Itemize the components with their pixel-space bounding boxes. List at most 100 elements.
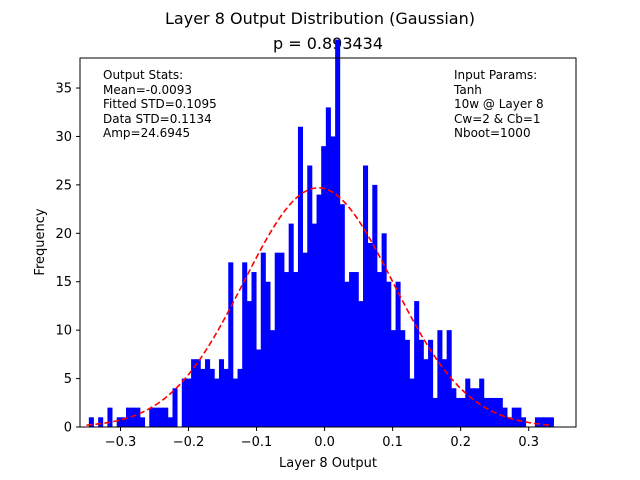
- histogram-bar: [386, 281, 392, 427]
- plot-frame: [79, 57, 577, 428]
- histogram-bar: [330, 136, 336, 427]
- histogram-bar: [121, 417, 127, 427]
- histogram-bar: [446, 330, 452, 427]
- y-tick-label: 30: [55, 130, 72, 145]
- histogram-bar: [455, 397, 462, 427]
- histogram-bar: [404, 339, 410, 427]
- histogram-bar: [302, 252, 308, 427]
- histogram-bar: [191, 359, 197, 427]
- histogram-bar: [130, 407, 136, 427]
- histogram-bar: [242, 262, 248, 427]
- histogram-bar: [260, 252, 266, 427]
- histogram-bar: [316, 194, 322, 427]
- histogram-bar: [311, 223, 317, 427]
- gaussian-fit-curve: [86, 187, 550, 426]
- y-axis-ticks: 0 5 10 15 20 25 30 35: [55, 82, 80, 436]
- histogram-bar: [274, 252, 280, 427]
- histogram-bar: [135, 407, 141, 427]
- histogram-bar: [107, 407, 113, 427]
- histogram-bar: [358, 301, 364, 427]
- histogram-bar: [367, 242, 373, 427]
- histogram-bar: [307, 165, 313, 427]
- histogram-bar: [381, 233, 387, 427]
- histogram-bar: [288, 223, 294, 427]
- histogram-bar: [423, 359, 429, 427]
- x-tick-label: 0.3: [518, 435, 539, 450]
- histogram-bar: [256, 349, 262, 427]
- histogram-bar: [335, 39, 341, 427]
- histogram-bar: [409, 378, 415, 427]
- histogram-bar: [325, 107, 331, 427]
- histogram-bar: [195, 359, 201, 427]
- histogram-bar: [158, 407, 164, 427]
- y-tick-label: 20: [55, 227, 72, 242]
- x-tick-label: 0.0: [314, 435, 335, 450]
- y-tick-label: 0: [64, 421, 72, 436]
- histogram-bar: [534, 417, 541, 427]
- histogram-bar: [163, 407, 169, 427]
- x-tick-label: 0.2: [450, 435, 471, 450]
- histogram-bar: [353, 272, 359, 427]
- histogram-bar: [516, 407, 522, 427]
- chart-title: Layer 8 Output Distribution (Gaussian): [165, 9, 475, 28]
- histogram-bar: [442, 359, 448, 427]
- histogram-bar: [149, 407, 155, 427]
- histogram-bar: [432, 397, 438, 427]
- y-tick-label: 10: [55, 324, 72, 339]
- histogram-bar: [205, 359, 211, 427]
- histogram-bar: [284, 272, 290, 427]
- histogram-bar: [428, 339, 434, 427]
- histogram-bar: [246, 301, 252, 427]
- histogram-bar: [228, 262, 234, 427]
- histogram-bar: [451, 388, 457, 427]
- annotation-right-line: Cw=2 & Cb=1: [454, 112, 541, 126]
- histogram-bar: [209, 368, 215, 427]
- histogram-bar: [414, 301, 420, 427]
- histogram-bar: [372, 184, 378, 427]
- annotation-left-line: Amp=24.6945: [103, 126, 190, 140]
- y-tick-label: 35: [55, 82, 72, 97]
- input-params-annotation: Input Params: Tanh 10w @ Layer 8 Cw=2 & …: [453, 68, 544, 140]
- histogram-bar: [88, 417, 94, 427]
- histogram-bar: [186, 378, 192, 427]
- annotation-left-line: Data STD=0.1134: [103, 112, 212, 126]
- x-axis-label: Layer 8 Output: [279, 456, 377, 471]
- annotation-left-line: Fitted STD=0.1095: [103, 97, 217, 111]
- annotation-right-line: 10w @ Layer 8: [454, 97, 544, 111]
- histogram-bar: [539, 417, 545, 427]
- y-tick-label: 25: [55, 178, 72, 193]
- histogram-bar: [344, 281, 350, 427]
- x-tick-label: −0.2: [173, 435, 205, 450]
- histogram-bar: [339, 204, 345, 427]
- histogram-bar: [200, 368, 206, 427]
- histogram-bar: [237, 368, 243, 427]
- histogram-bar: [521, 417, 527, 427]
- x-tick-label: 0.1: [382, 435, 403, 450]
- histogram-bar: [497, 397, 503, 427]
- x-axis-ticks: −0.3 −0.2 −0.1 0.0 0.1 0.2 0.3: [105, 427, 539, 450]
- chart-subtitle: p = 0.893434: [273, 34, 383, 53]
- histogram-bar: [116, 417, 122, 427]
- histogram-bar: [251, 272, 257, 427]
- histogram-bar: [214, 378, 220, 427]
- histogram-bar: [465, 378, 471, 427]
- histogram-bar: [395, 281, 401, 427]
- histogram-bar: [270, 330, 276, 427]
- histogram-bar: [293, 272, 299, 427]
- histogram-bar: [265, 281, 271, 427]
- output-stats-annotation: Output Stats: Mean=-0.0093 Fitted STD=0.…: [103, 68, 217, 140]
- histogram-bar: [321, 146, 327, 427]
- histogram-bar: [363, 165, 369, 427]
- histogram-bar: [223, 368, 229, 427]
- y-axis-label: Frequency: [33, 208, 48, 275]
- histogram-bar: [167, 417, 173, 427]
- histogram-bar: [297, 126, 304, 427]
- histogram-bar: [469, 388, 475, 427]
- annotation-left-line: Mean=-0.0093: [103, 83, 192, 97]
- histogram-bar: [279, 252, 285, 427]
- histogram-bar: [483, 397, 489, 427]
- annotation-left-line: Output Stats:: [103, 68, 183, 82]
- annotation-right-line: Input Params:: [454, 68, 537, 82]
- histogram-bar: [488, 397, 494, 427]
- histogram-bar: [474, 388, 480, 427]
